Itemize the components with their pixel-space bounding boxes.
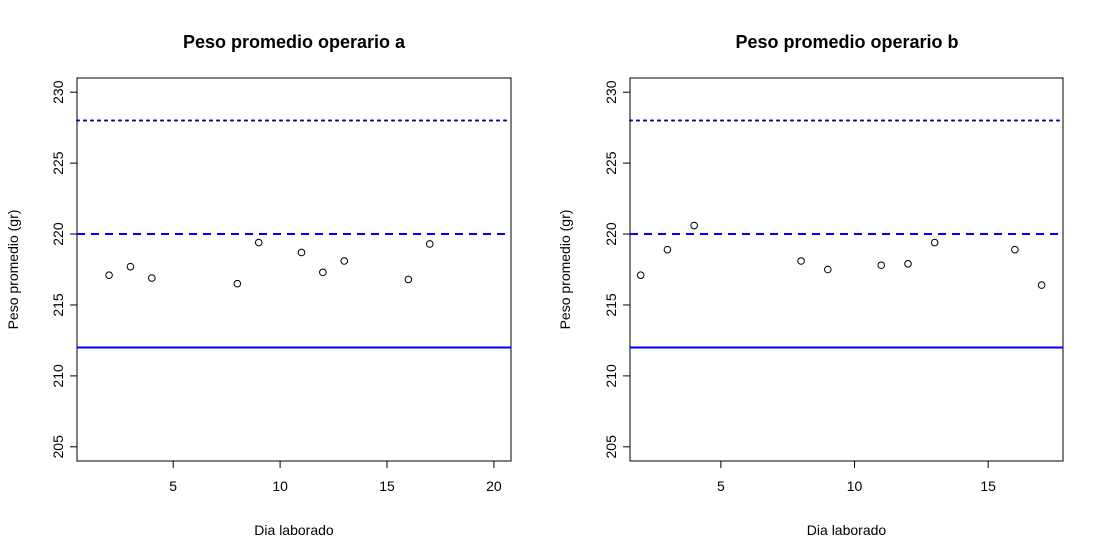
y-tick-label: 205 — [50, 435, 66, 459]
data-point — [148, 274, 156, 282]
y-tick-label: 225 — [603, 151, 619, 175]
plot-frame — [76, 77, 512, 462]
y-tick-label: 220 — [603, 222, 619, 246]
data-point — [319, 268, 327, 277]
data-point — [340, 257, 349, 265]
data-point — [823, 265, 832, 274]
data-point — [904, 260, 912, 268]
x-tick-label: 15 — [980, 478, 996, 494]
x-tick-label: 10 — [847, 478, 863, 494]
x-axis-label: Dia laborado — [807, 522, 887, 538]
data-point — [636, 271, 645, 279]
chart-title: Peso promedio operario a — [183, 32, 406, 52]
data-point — [930, 238, 939, 247]
y-tick-label: 225 — [50, 151, 66, 175]
y-axis-label: Peso promedio (gr) — [5, 210, 21, 330]
data-point — [105, 271, 113, 279]
y-tick-label: 205 — [603, 435, 619, 459]
x-tick-label: 20 — [486, 478, 502, 494]
data-point — [126, 262, 135, 271]
x-axis-label: Dia laborado — [254, 522, 334, 538]
data-point — [663, 245, 672, 254]
x-tick-label: 15 — [379, 478, 395, 494]
plot-frame — [629, 77, 1064, 462]
y-axis-label: Peso promedio (gr) — [557, 210, 573, 330]
y-tick-label: 215 — [50, 293, 66, 317]
x-tick-label: 5 — [717, 478, 725, 494]
y-tick-label: 230 — [603, 80, 619, 104]
chart-title: Peso promedio operario b — [735, 32, 958, 52]
x-tick-label: 10 — [272, 478, 288, 494]
data-point — [1037, 281, 1046, 289]
y-tick-label: 230 — [50, 80, 66, 104]
y-tick-label: 210 — [50, 364, 66, 388]
y-tick-label: 210 — [603, 364, 619, 388]
data-point — [233, 279, 242, 288]
data-point — [297, 248, 306, 257]
y-tick-label: 215 — [603, 293, 619, 317]
data-point — [690, 221, 698, 230]
data-point — [797, 257, 805, 265]
data-point — [1011, 245, 1019, 254]
data-point — [425, 240, 434, 248]
data-point — [254, 238, 263, 247]
x-tick-label: 5 — [169, 478, 177, 494]
data-point — [404, 275, 413, 284]
data-point — [877, 261, 886, 270]
y-tick-label: 220 — [50, 222, 66, 246]
